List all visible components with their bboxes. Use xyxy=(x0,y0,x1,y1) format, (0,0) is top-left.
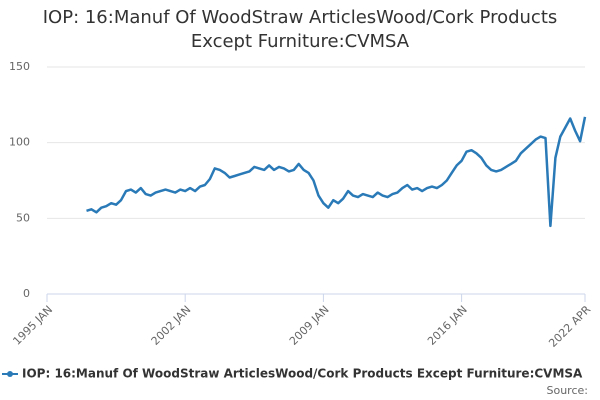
legend-marker xyxy=(7,371,13,377)
x-tick-label: 2022 APR xyxy=(546,303,593,350)
legend-label: IOP: 16:Manuf Of WoodStraw ArticlesWood/… xyxy=(22,367,583,381)
x-tick-label: 2002 JAN xyxy=(149,303,194,348)
x-tick-label: 1995 JAN xyxy=(10,303,55,348)
series-line xyxy=(86,116,587,228)
y-tick-label: 150 xyxy=(9,60,30,73)
y-tick-label: 0 xyxy=(23,287,30,300)
source: Source: xyxy=(547,384,589,397)
chart-title: IOP: 16:Manuf Of WoodStraw ArticlesWood/… xyxy=(42,7,558,52)
y-tick-label: 50 xyxy=(16,211,30,224)
x-tick-label: 2009 JAN xyxy=(287,303,332,348)
x-tick-label: 2016 JAN xyxy=(425,303,470,348)
y-tick-label: 100 xyxy=(9,136,30,149)
